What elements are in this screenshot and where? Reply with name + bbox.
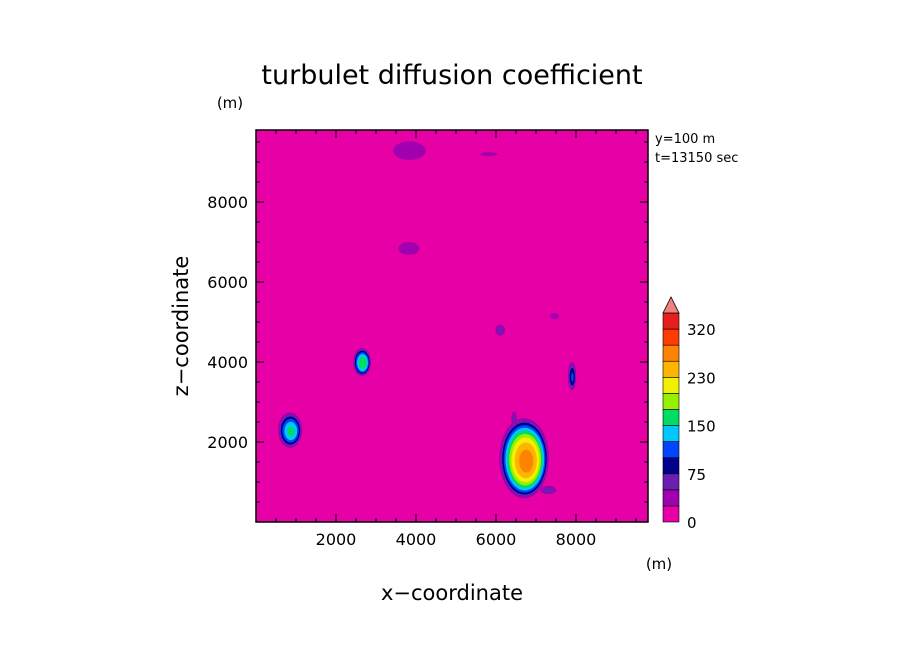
colorbar-label: 230 (687, 369, 716, 387)
contour-band-100 (571, 372, 574, 382)
annotation-time: t=13150 sec (655, 151, 738, 166)
x-tick-label: 8000 (556, 530, 597, 549)
colorbar-band-125 (662, 425, 680, 442)
contour-band-50 (497, 326, 504, 334)
feature-patch-5200 (549, 313, 560, 319)
contour-band-25 (398, 241, 420, 255)
y-axis: 2000 4000 6000 8000 (207, 141, 648, 503)
colorbar-band-175 (662, 393, 680, 410)
colorbar-band-320 (662, 312, 680, 330)
x-tick-label: 6000 (476, 530, 517, 549)
feature-patch-7900 (567, 362, 577, 391)
x-tick-label: 2000 (316, 530, 357, 549)
contour-band-25 (480, 152, 498, 157)
y-axis-label: z−coordinate (169, 256, 193, 397)
x-axis-label: x−coordinate (381, 581, 523, 605)
feature-patch-6450 (511, 411, 517, 426)
plot-border (255, 129, 649, 523)
colorbar: 0 75 150 230 320 (662, 296, 716, 532)
contour-band-150 (287, 426, 295, 437)
colorbar-band-50 (662, 473, 680, 491)
plot-frame (255, 129, 649, 523)
colorbar-label: 320 (687, 321, 716, 339)
colorbar-label: 75 (687, 466, 706, 484)
feature-plume-right (499, 418, 549, 499)
feature-plume-left (277, 412, 303, 448)
colorbar-band-100 (662, 441, 680, 458)
contour-band-25 (549, 313, 560, 319)
colorbar-band-25 (662, 489, 680, 507)
colorbar-band-230 (662, 360, 680, 378)
contour-band-260 (519, 449, 534, 473)
feature-patch-6100 (495, 324, 505, 336)
contour-band-50 (543, 487, 554, 494)
y-axis-unit: (m) (217, 94, 243, 112)
field-background (256, 130, 648, 522)
x-axis: 2000 4000 6000 8000 (275, 130, 637, 549)
chart-title: turbulet diffusion coefficient (261, 60, 642, 91)
feature-patch-top-right (480, 152, 498, 157)
feature-patch-6900 (398, 241, 420, 255)
x-tick-label: 4000 (396, 530, 437, 549)
y-tick-label: 2000 (207, 433, 248, 452)
colorbar-band-200 (662, 377, 680, 394)
colorbar-band-260 (662, 344, 680, 362)
contour-band-25 (393, 141, 426, 160)
feature-patch-7200 (540, 485, 557, 495)
feature-plume-mid (353, 347, 372, 377)
colorbar-extend-arrow (662, 296, 680, 314)
colorbar-band-290 (662, 328, 680, 346)
x-axis-unit: (m) (646, 555, 672, 573)
contour-band-150 (358, 356, 367, 370)
feature-patch-top (393, 141, 426, 160)
colorbar-band-75 (662, 457, 680, 475)
contour-band-50 (512, 414, 516, 423)
y-tick-label: 6000 (207, 273, 248, 292)
annotation-y-position: y=100 m (655, 132, 715, 147)
y-tick-label: 8000 (207, 193, 248, 212)
colorbar-band-0 (662, 505, 680, 523)
colorbar-label: 150 (687, 418, 716, 436)
y-tick-label: 4000 (207, 353, 248, 372)
colorbar-label: 0 (687, 514, 697, 532)
colorbar-band-150 (662, 409, 680, 426)
contour-field (256, 130, 648, 522)
